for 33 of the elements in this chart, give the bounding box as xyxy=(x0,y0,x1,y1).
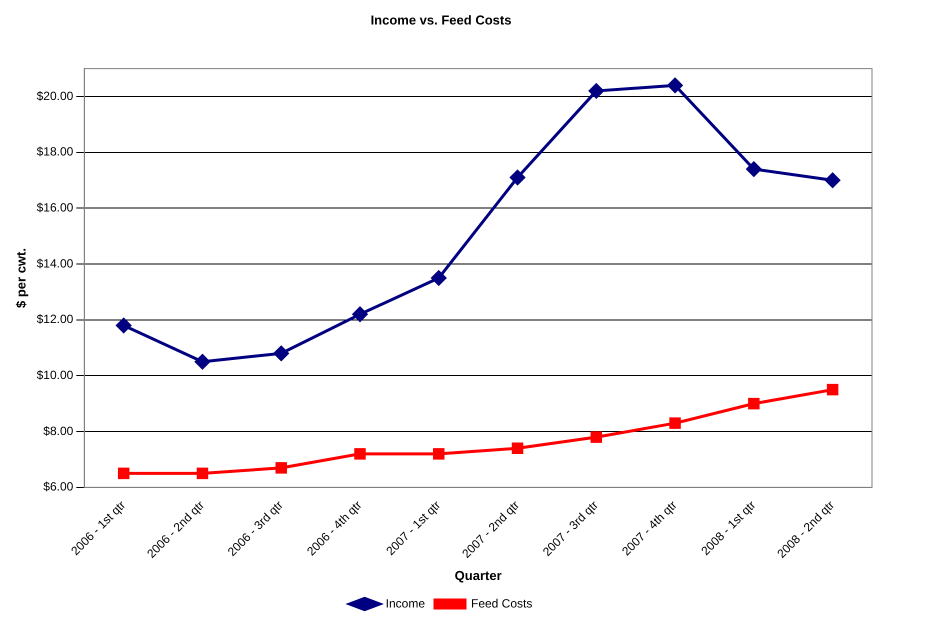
y-tick-label: $6.00 xyxy=(43,480,74,494)
point xyxy=(354,448,366,460)
legend-label: Feed Costs xyxy=(470,596,532,610)
legend-label: Income xyxy=(386,596,426,610)
y-tick-label: $20.00 xyxy=(36,88,74,103)
point xyxy=(274,346,289,361)
point xyxy=(275,462,287,474)
chart-title: Income vs. Feed Costs xyxy=(370,12,512,28)
y-tick-label: $18.00 xyxy=(36,144,74,159)
point xyxy=(194,354,210,370)
point xyxy=(826,384,838,396)
point xyxy=(825,172,840,188)
y-tick-label: $8.00 xyxy=(43,424,74,438)
point xyxy=(431,270,446,286)
point xyxy=(512,442,524,454)
point xyxy=(196,468,208,480)
point xyxy=(588,83,604,98)
y-tick-label: $14.00 xyxy=(36,256,74,270)
point xyxy=(116,318,132,333)
point xyxy=(748,398,760,410)
point xyxy=(118,468,130,480)
point xyxy=(746,162,762,177)
y-tick-label: $10.00 xyxy=(36,368,74,382)
point xyxy=(510,170,526,185)
y-tick-label: $16.00 xyxy=(36,200,74,215)
point xyxy=(352,306,368,322)
point xyxy=(433,448,445,460)
point xyxy=(668,78,683,93)
point xyxy=(590,431,602,443)
y-tick-label: $12.00 xyxy=(36,312,74,326)
x-axis-title: Quarter xyxy=(454,568,502,583)
point xyxy=(669,417,681,429)
y-axis-title: $ per cwt. xyxy=(13,248,28,308)
